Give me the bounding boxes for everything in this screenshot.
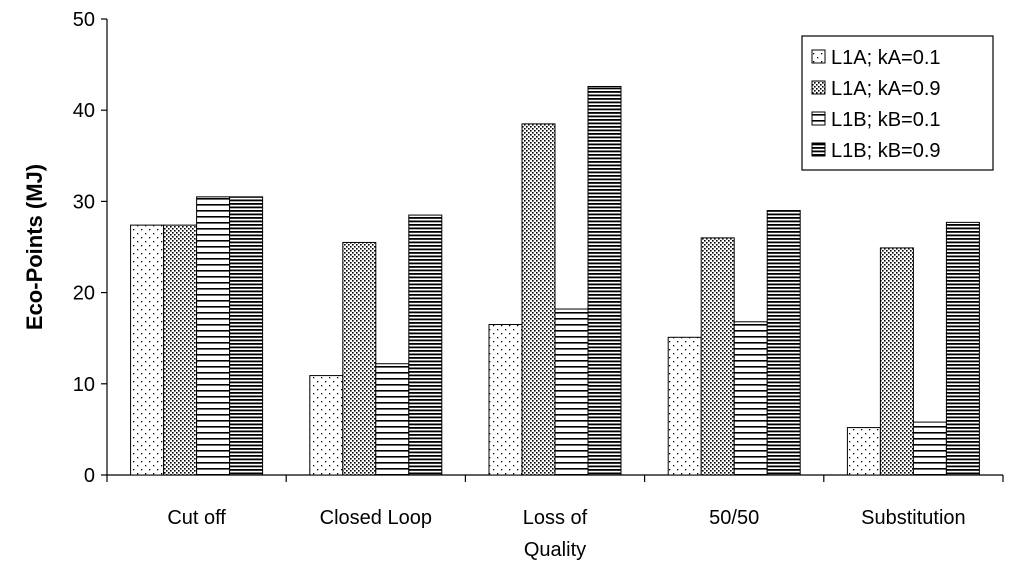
legend-swatch [811, 80, 826, 95]
bar [521, 123, 556, 476]
legend: L1A; kA=0.1 L1A; kA=0.9 L1B; kB=0.1 L1B; kB… [801, 35, 994, 171]
category-label: Substitution [861, 507, 966, 529]
bar [912, 421, 947, 476]
y-axis-label: Eco-Points (MJ) [22, 164, 47, 330]
y-tick-label: 10 [73, 374, 95, 396]
bar [945, 221, 980, 476]
category-label: Loss of [523, 507, 588, 529]
legend-swatch [811, 142, 826, 157]
bar [879, 247, 914, 476]
category-label: Closed Loop [320, 507, 432, 529]
legend-box [801, 35, 994, 171]
plot-area: 0 10 20 30 40 50 Eco-Points (MJ) Cut off Closed … [22, 9, 1004, 561]
bar [488, 324, 523, 476]
bar [130, 224, 165, 476]
legend-label: L1A; kA=0.9 [831, 78, 941, 100]
y-tick-label: 40 [73, 100, 95, 122]
bar [163, 224, 198, 476]
bar [846, 427, 881, 476]
bar [342, 241, 377, 476]
bar [309, 375, 344, 476]
bar [229, 196, 264, 476]
y-tick-label: 0 [84, 465, 95, 487]
category-label: Cut off [167, 507, 226, 529]
bar [700, 237, 735, 476]
bar [375, 363, 410, 476]
y-tick-label: 20 [73, 283, 95, 305]
legend-label: L1B; kB=0.1 [831, 109, 941, 131]
bar [766, 210, 801, 476]
legend-swatch [811, 49, 826, 64]
bar [587, 85, 622, 476]
legend-swatch [811, 111, 826, 126]
bar [733, 321, 768, 476]
y-tick-label: 50 [73, 9, 95, 31]
category-label: Quality [524, 539, 586, 561]
bar [554, 308, 589, 476]
bar [408, 214, 443, 476]
bar [196, 196, 231, 476]
legend-label: L1A; kA=0.1 [831, 47, 941, 69]
legend-label: L1B; kB=0.9 [831, 140, 941, 162]
bar [667, 336, 702, 476]
y-tick-label: 30 [73, 191, 95, 213]
category-label: 50/50 [709, 507, 759, 529]
